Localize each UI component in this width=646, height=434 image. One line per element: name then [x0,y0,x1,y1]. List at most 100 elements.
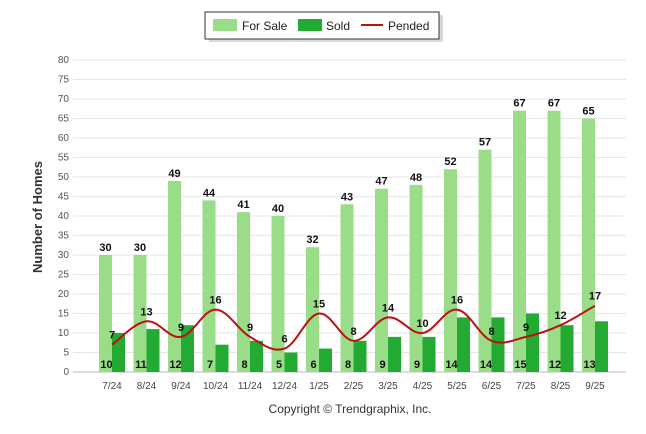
label-for-sale-1/25: 32 [306,234,318,246]
pended-line [111,304,596,351]
bar-sold-8/25 [560,325,574,372]
label-pended-8/25: 12 [554,310,566,322]
label-for-sale-12/24: 40 [272,203,284,215]
y-tick-40: 40 [58,211,70,222]
label-pended-7/25: 9 [523,322,529,334]
y-tick-70: 70 [58,94,70,105]
bar-sold-2/25 [353,340,367,372]
bar-sold-9/25 [595,321,608,372]
label-sold-7/25: 15 [514,359,526,371]
label-pended-5/25: 16 [451,295,463,307]
bar-for-sale-2/25 [340,204,354,372]
label-for-sale-9/24: 49 [168,168,180,180]
y-tick-0: 0 [63,367,69,378]
bar-sold-10/24 [215,344,229,372]
label-sold-10/24: 7 [207,359,213,371]
bar-for-sale-8/24 [133,255,147,372]
label-for-sale-11/24: 41 [237,199,249,211]
bar-for-sale-5/25 [444,169,457,372]
bar-for-sale-3/25 [375,188,388,372]
x-tick-12/24: 12/24 [272,381,297,392]
label-pended-6/25: 8 [488,326,494,338]
pended-line-path [111,304,596,351]
label-pended-3/25: 14 [382,302,395,314]
bar-for-sale-12/24 [271,216,285,372]
y-tick-80: 80 [58,55,70,66]
legend-label-pended: Pended [388,19,429,33]
bar-sold-7/25 [526,313,539,372]
bar-sold-3/25 [388,336,401,372]
label-for-sale-10/24: 44 [203,187,216,199]
label-for-sale-3/25: 47 [375,176,387,188]
label-for-sale-8/25: 67 [548,98,560,110]
label-sold-11/24: 8 [241,359,247,371]
y-tick-20: 20 [58,289,70,300]
bars [99,110,608,372]
label-for-sale-8/24: 30 [134,242,146,254]
label-pended-10/24: 16 [209,295,221,307]
bar-sold-12/24 [284,352,298,372]
bar-for-sale-9/24 [168,180,181,372]
x-tick-11/24: 11/24 [238,381,263,392]
bar-sold-5/25 [457,317,470,372]
label-pended-11/24: 9 [247,322,253,334]
label-sold-9/24: 12 [169,359,181,371]
bar-for-sale-10/24 [202,200,216,372]
bar-for-sale-7/25 [513,110,526,372]
label-sold-9/25: 13 [583,359,595,371]
y-tick-75: 75 [58,75,70,86]
x-tick-10/24: 10/24 [203,381,228,392]
copyright: Copyright © Trendgraphix, Inc. [269,402,432,416]
x-tick-7/24: 7/24 [102,381,122,392]
y-ticks: 0 5 10 15 20 25 30 35 40 45 50 55 60 65 70 75 80 [58,55,70,378]
label-sold-12/24: 5 [276,359,282,371]
legend-label-sold: Sold [326,19,350,33]
x-tick-8/24: 8/24 [137,381,157,392]
label-sold-1/25: 6 [310,359,316,371]
label-pended-12/24: 6 [281,334,287,346]
label-for-sale-7/24: 30 [99,242,111,254]
bar-for-sale-9/25 [582,118,595,372]
bar-for-sale-11/24 [237,212,250,372]
y-axis-title: Number of Homes [30,161,45,273]
x-tick-2/25: 2/25 [344,381,364,392]
y-tick-65: 65 [58,114,70,125]
y-tick-35: 35 [58,231,70,242]
bar-sold-6/25 [491,317,505,372]
x-tick-8/25: 8/25 [551,381,571,392]
label-pended-9/24: 9 [178,322,184,334]
label-sold-2/25: 8 [345,359,351,371]
y-tick-50: 50 [58,172,70,183]
label-for-sale-2/25: 43 [341,191,353,203]
label-pended-4/25: 10 [416,318,428,330]
x-tick-4/25: 4/25 [413,381,433,392]
x-tick-7/25: 7/25 [516,381,536,392]
label-sold-8/25: 12 [549,359,561,371]
bar-sold-4/25 [422,336,436,372]
bar-for-sale-8/25 [547,110,561,372]
label-pended-2/25: 8 [350,326,356,338]
y-tick-60: 60 [58,133,70,144]
label-sold-3/25: 9 [379,359,385,371]
x-ticks: 7/24 8/24 9/24 10/24 11/24 12/24 1/25 2/25 3/25 4… [102,381,605,392]
label-for-sale-9/25: 65 [582,106,594,118]
label-pended-8/24: 13 [140,306,152,318]
x-tick-9/24: 9/24 [171,381,191,392]
y-tick-10: 10 [58,328,70,339]
label-for-sale-4/25: 48 [410,172,422,184]
legend: For Sale Sold Pended [204,11,443,42]
y-tick-5: 5 [63,348,69,359]
label-sold-4/25: 9 [414,359,420,371]
bar-for-sale-1/25 [306,247,319,372]
x-tick-3/25: 3/25 [378,381,398,392]
y-tick-55: 55 [58,153,70,164]
label-sold-7/24: 10 [100,359,112,371]
y-tick-15: 15 [58,309,70,320]
label-for-sale-7/25: 67 [513,98,525,110]
label-sold-5/25: 14 [445,359,458,371]
label-pended-9/25: 17 [589,291,601,303]
legend-swatch-sold [298,19,322,31]
bar-sold-11/24 [250,340,263,372]
data-labels: 30 10 30 11 49 12 44 7 41 8 40 5 32 6 43 8 47 9 48 9 52 14 57 1… [99,98,601,371]
